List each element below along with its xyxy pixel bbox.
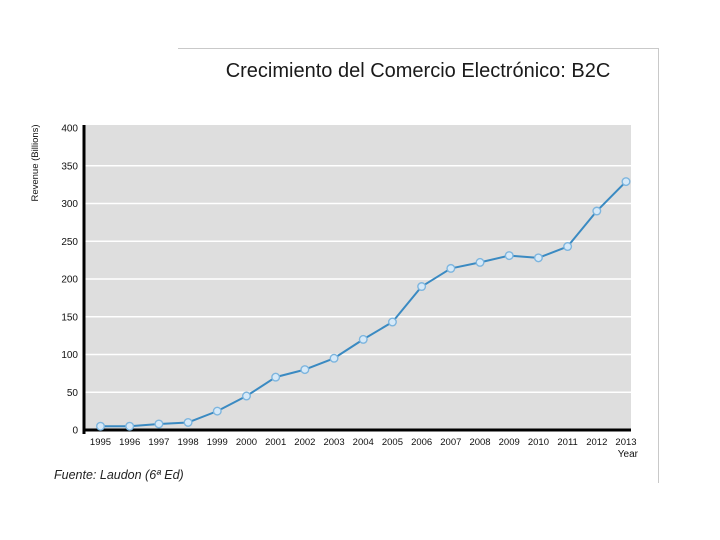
x-tick-label: 2007 — [440, 437, 461, 448]
y-tick-label: 0 — [72, 426, 78, 437]
y-tick-label: 100 — [61, 350, 78, 361]
data-point — [95, 421, 105, 431]
x-tick-label: 1999 — [207, 437, 228, 448]
x-tick-label: 1997 — [148, 437, 169, 448]
y-tick-label: 350 — [61, 161, 78, 172]
x-tick-label: 2003 — [323, 437, 344, 448]
x-axis-line — [82, 428, 631, 432]
data-point — [563, 242, 573, 252]
data-point — [446, 263, 456, 273]
data-point — [387, 317, 397, 327]
data-point — [358, 334, 368, 344]
x-tick-label: 1995 — [90, 437, 111, 448]
y-tick-label: 50 — [67, 388, 79, 399]
x-tick-label: 2006 — [411, 437, 432, 448]
data-point — [417, 282, 427, 292]
slide-edge-right — [658, 48, 659, 483]
y-tick-label: 400 — [61, 124, 78, 135]
x-tick-label: 2009 — [499, 437, 520, 448]
x-tick-label: 2008 — [469, 437, 490, 448]
source-note: Fuente: Laudon (6ª Ed) — [54, 468, 184, 482]
x-tick-label: 2004 — [353, 437, 374, 448]
y-tick-label: 200 — [61, 275, 78, 286]
data-point — [475, 257, 485, 267]
x-tick-label: 2011 — [557, 437, 577, 448]
data-point — [533, 253, 543, 263]
data-point — [212, 406, 222, 416]
x-tick-label: 1998 — [178, 437, 199, 448]
plot-area — [85, 125, 631, 430]
data-point — [241, 391, 251, 401]
data-point — [329, 353, 339, 363]
x-tick-label: 2013 — [615, 437, 636, 448]
x-tick-label: 2000 — [236, 437, 257, 448]
y-tick-label: 300 — [61, 199, 78, 210]
data-point — [271, 372, 281, 382]
x-tick-label: 2012 — [586, 437, 607, 448]
data-point — [300, 365, 310, 375]
data-point — [183, 417, 193, 427]
data-point — [125, 421, 135, 431]
data-point — [154, 419, 164, 429]
y-axis-title: Revenue (Billions) — [30, 124, 41, 201]
y-tick-label: 150 — [61, 312, 78, 323]
data-point — [621, 177, 631, 187]
slide-title: Crecimiento del Comercio Electrónico: B2… — [225, 60, 611, 82]
data-point — [504, 251, 514, 261]
x-tick-label: 2001 — [265, 437, 286, 448]
x-axis-title: Year — [618, 449, 639, 460]
x-tick-label: 1996 — [119, 437, 140, 448]
x-tick-label: 2010 — [528, 437, 549, 448]
slide-edge-top — [178, 48, 659, 49]
data-point — [592, 206, 602, 216]
x-tick-label: 2005 — [382, 437, 403, 448]
y-tick-label: 250 — [61, 237, 78, 248]
x-tick-label: 2002 — [294, 437, 315, 448]
y-axis-line — [82, 125, 86, 434]
